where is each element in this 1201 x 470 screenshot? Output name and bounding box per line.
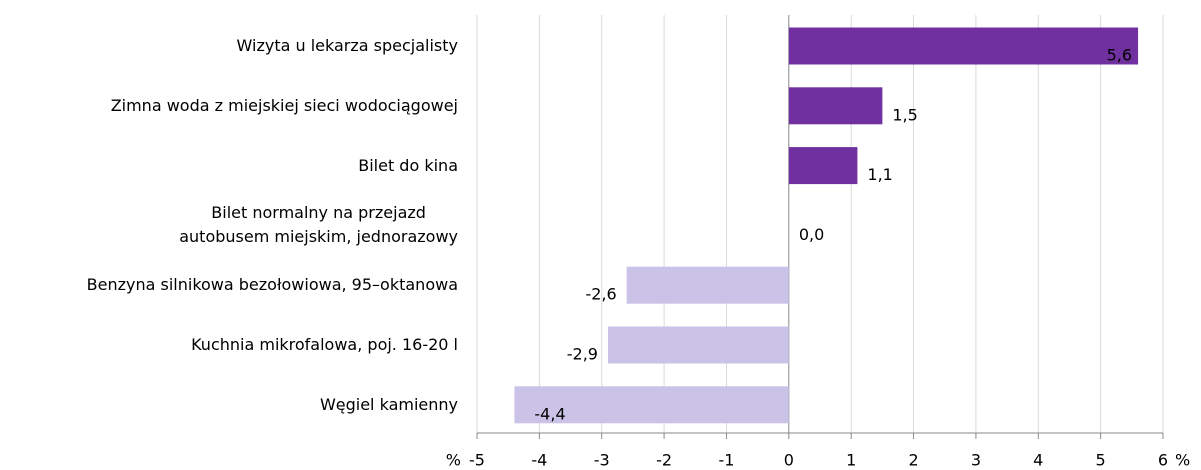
x-tick-label: -4 bbox=[531, 451, 547, 470]
x-tick-label: 5 bbox=[1096, 451, 1106, 470]
bar bbox=[626, 266, 789, 304]
x-tick-label: 0 bbox=[784, 451, 794, 470]
value-label: 5,6 bbox=[1107, 46, 1132, 65]
x-unit: % bbox=[1175, 451, 1190, 470]
x-unit: % bbox=[446, 451, 461, 470]
bar bbox=[607, 326, 789, 364]
bar bbox=[788, 147, 858, 185]
category-label: Zimna woda z miejskiej sieci wodociągowe… bbox=[110, 95, 458, 115]
category-label: Węgiel kamienny bbox=[319, 394, 458, 414]
x-tick-label: -3 bbox=[594, 451, 610, 470]
category-label: Kuchnia mikrofalowa, poj. 16-20 l bbox=[191, 335, 458, 354]
bar bbox=[788, 87, 883, 125]
bar bbox=[788, 27, 1139, 65]
x-tick-label: 3 bbox=[971, 451, 981, 470]
x-tick-label: -1 bbox=[718, 451, 734, 470]
value-label: 0,0 bbox=[799, 225, 824, 244]
x-tick-label: 6 bbox=[1158, 451, 1168, 470]
bar bbox=[514, 386, 789, 424]
x-tick-label: 1 bbox=[846, 451, 856, 470]
value-label: -4,4 bbox=[534, 404, 565, 423]
value-label: 1,1 bbox=[867, 165, 892, 184]
x-tick-label: -2 bbox=[656, 451, 672, 470]
category-label: Wizyta u lekarza specjalisty bbox=[236, 36, 458, 55]
category-label: Bilet do kina bbox=[358, 155, 458, 175]
x-tick-label: -5 bbox=[469, 451, 485, 470]
category-label: Bilet normalny na przejazd autobusem mie… bbox=[179, 203, 458, 247]
category-label: Benzyna silnikowa bezołowiowa, 95–oktano… bbox=[86, 275, 458, 295]
value-label: -2,9 bbox=[567, 345, 598, 364]
x-tick-label: 4 bbox=[1033, 451, 1043, 470]
x-tick-label: 2 bbox=[908, 451, 918, 470]
value-label: -2,6 bbox=[585, 285, 616, 304]
value-label: 1,5 bbox=[892, 105, 917, 124]
